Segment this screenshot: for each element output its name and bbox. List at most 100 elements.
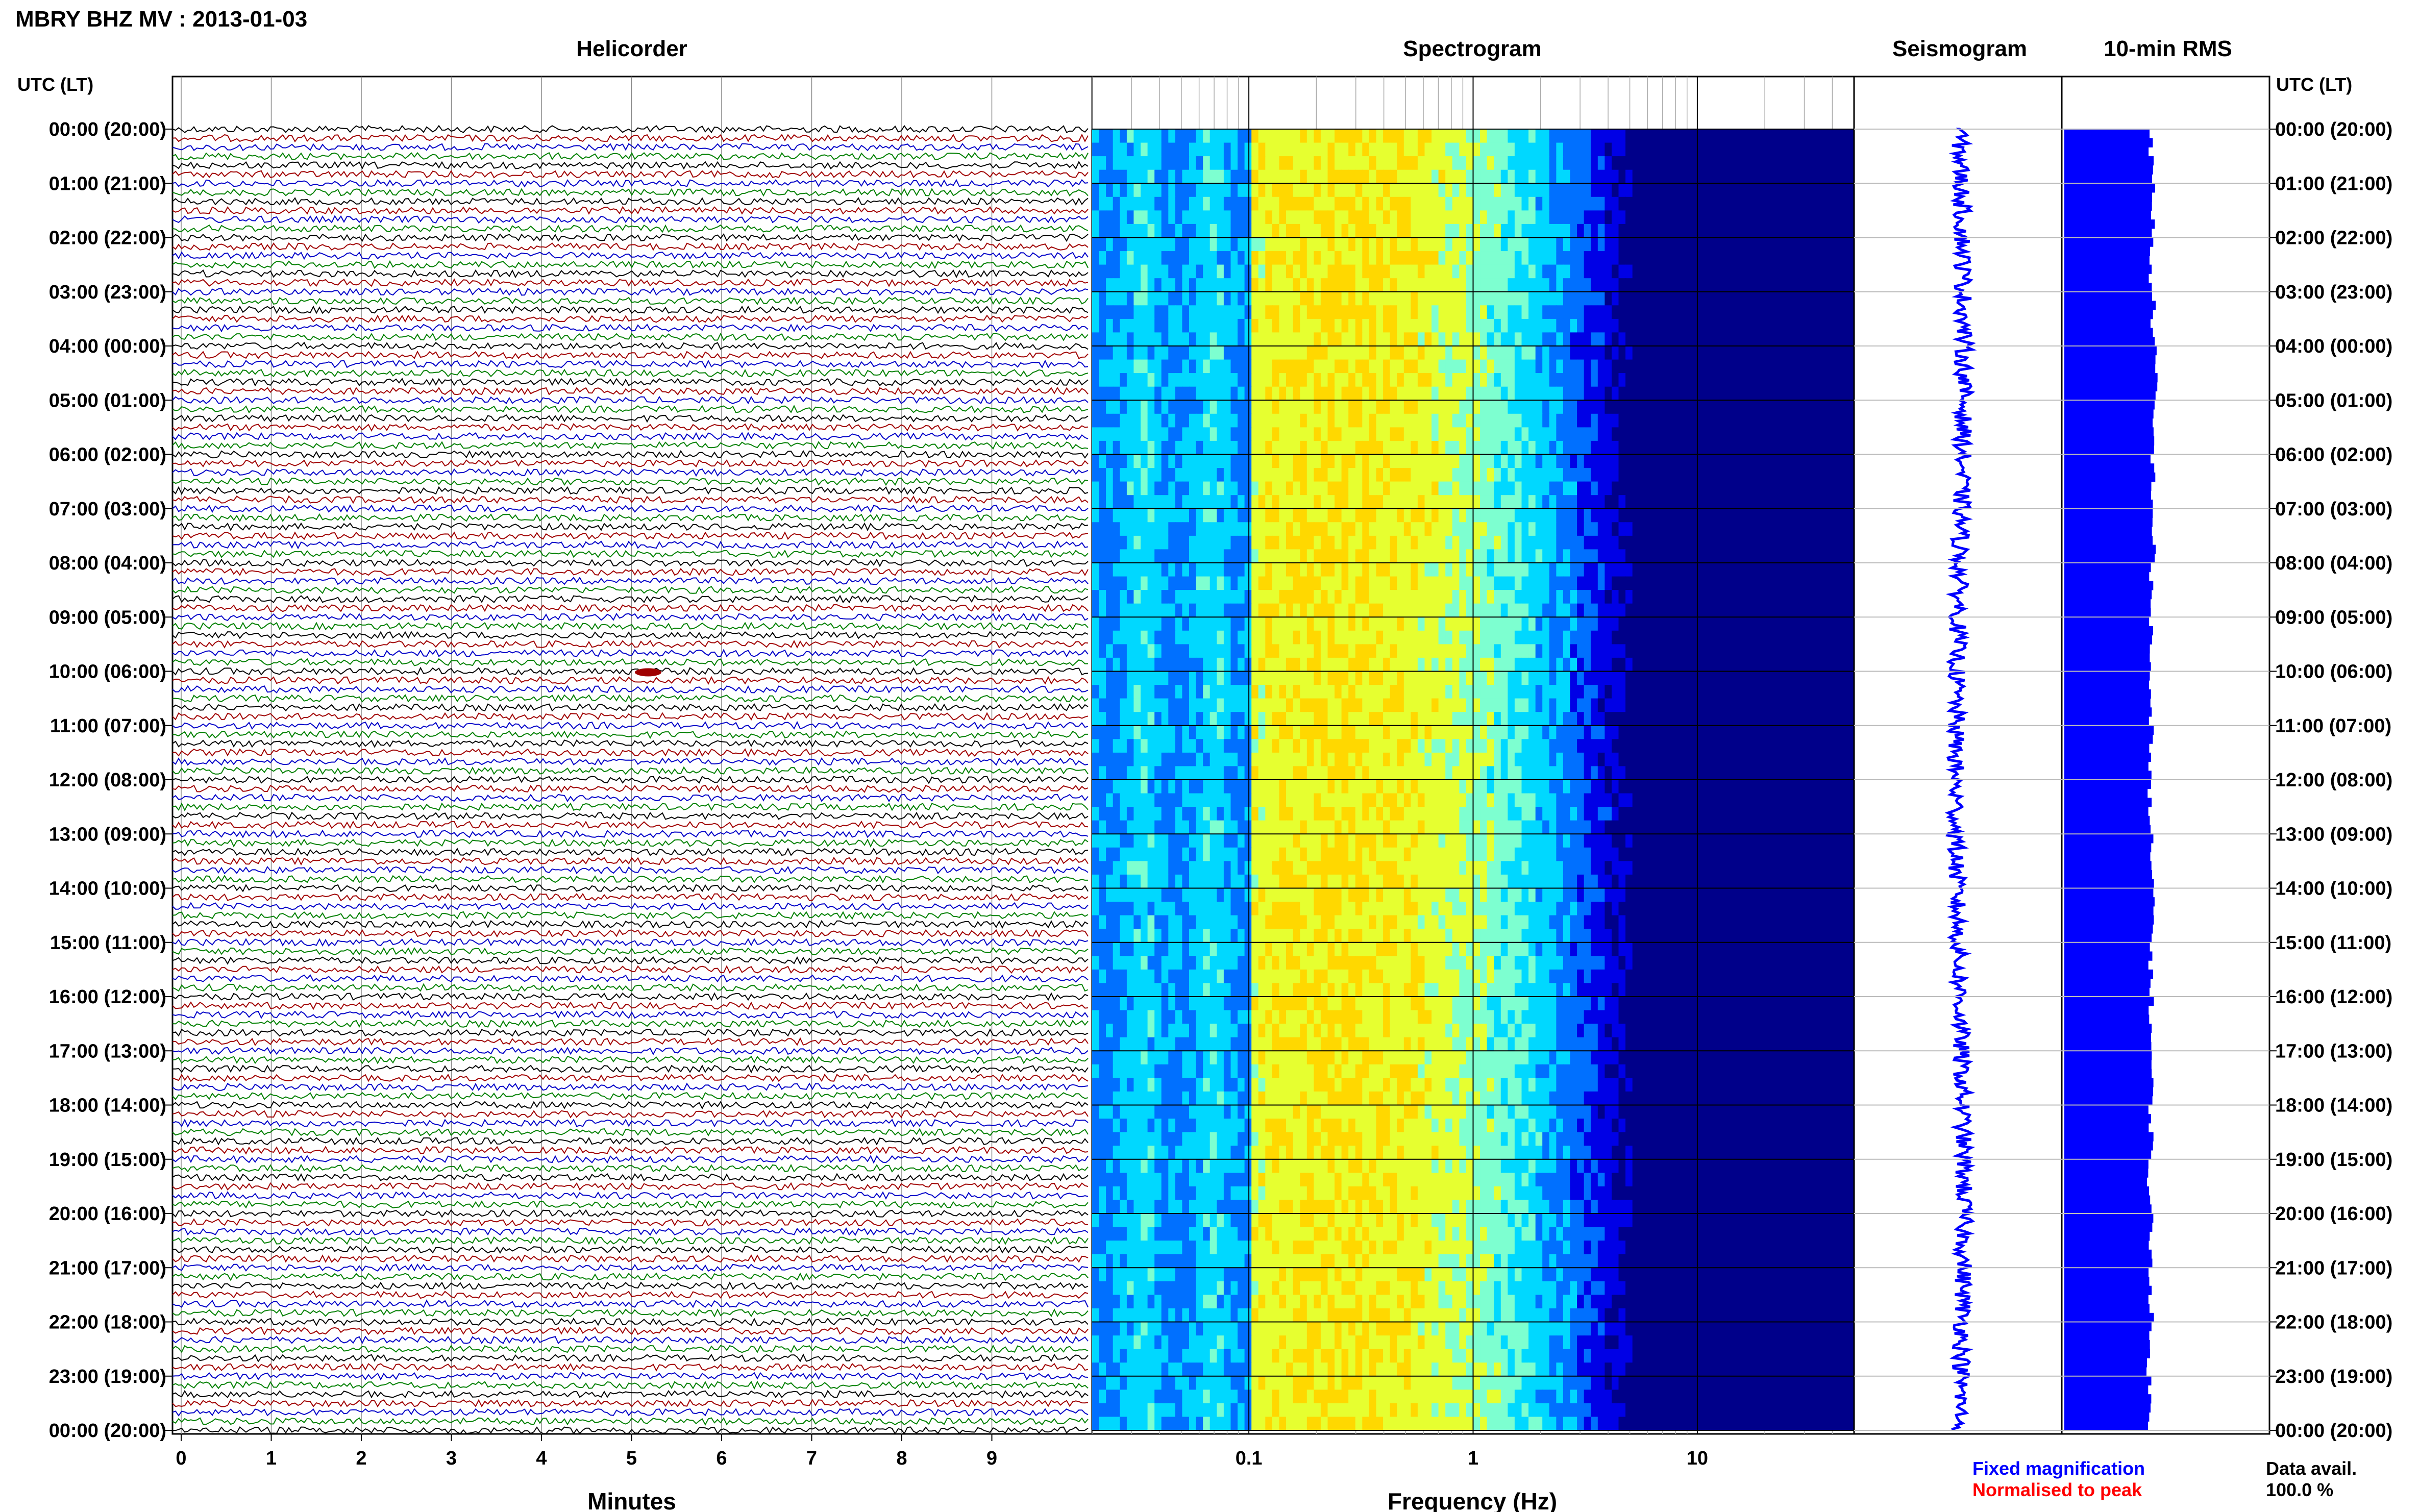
spectrogram-cell (1584, 386, 1592, 401)
spectrogram-cell (1729, 318, 1737, 333)
spectrogram-cell (1265, 440, 1273, 455)
spectrogram-cell (1327, 535, 1335, 550)
spectrogram-cell (1487, 169, 1494, 184)
helicorder-trace (172, 865, 1089, 875)
spectrogram-cell (1743, 440, 1751, 455)
spectrogram-cell (1480, 237, 1488, 252)
spectrogram-cell (1335, 522, 1342, 536)
spectrogram-cell (1168, 603, 1176, 617)
spectrogram-cell (1639, 495, 1647, 509)
helicorder-trace (172, 269, 1089, 279)
spectrogram-cell (1203, 617, 1211, 631)
spectrogram-cell (1417, 630, 1425, 645)
spectrogram-cell (1618, 400, 1626, 414)
spectrogram-cell (1729, 156, 1737, 170)
helicorder-trace (172, 1362, 1089, 1372)
spectrogram-cell (1535, 563, 1543, 577)
spectrogram-cell (1106, 576, 1114, 590)
spectrogram-cell (1625, 454, 1633, 468)
spectrogram-cell (1314, 508, 1321, 523)
spectrogram-cell (1445, 400, 1453, 414)
spectrogram-cell (1376, 278, 1384, 292)
spectrogram-cell (1473, 549, 1480, 563)
spectrogram-cell (1452, 549, 1460, 563)
spectrogram-cell (1500, 413, 1509, 428)
spectrogram-cell (1196, 169, 1203, 184)
spectrogram-cell (1279, 169, 1287, 184)
spectrogram-cell (1681, 508, 1689, 523)
spectrogram-cell (1819, 535, 1827, 550)
spectrogram-cell (1265, 576, 1273, 590)
spectrogram-cell (1466, 549, 1474, 563)
spectrogram-cell (1272, 264, 1280, 279)
spectrogram-cell (1431, 373, 1439, 387)
spectrogram-cell (1244, 563, 1252, 577)
spectrogram-cell (1500, 156, 1509, 170)
spectrogram-cell (1106, 169, 1114, 184)
spectrogram-cell (1757, 440, 1765, 455)
spectrogram-cell (1542, 630, 1550, 645)
spectrogram-cell (1826, 210, 1834, 225)
spectrogram-cell (1694, 413, 1702, 428)
spectrogram-cell (1715, 535, 1723, 550)
spectrogram-cell (1106, 481, 1114, 495)
spectrogram-cell (1542, 522, 1550, 536)
spectrogram-cell (1785, 698, 1792, 712)
spectrogram-cell (1154, 630, 1162, 645)
spectrogram-cell (1272, 712, 1280, 726)
spectrogram-cell (1189, 712, 1197, 726)
spectrogram-cell (1577, 251, 1585, 265)
spectrogram-cell (1688, 196, 1695, 211)
spectrogram-cell (1798, 617, 1806, 631)
spectrogram-cell (1688, 318, 1695, 333)
spectrogram-cell (1230, 671, 1238, 685)
spectrogram-cell (1362, 413, 1370, 428)
spectrogram-cell (1258, 657, 1266, 672)
spectrogram-cell (1639, 224, 1647, 238)
spectrogram-cell (1542, 440, 1550, 455)
spectrogram-cell (1417, 183, 1425, 197)
spectrogram-cell (1355, 644, 1363, 658)
spectrogram-cell (1258, 712, 1266, 726)
spectrogram-cell (1473, 440, 1480, 455)
spectrogram-cell (1688, 359, 1695, 374)
spectrogram-cell (1847, 468, 1855, 482)
spectrogram-cell (1383, 318, 1391, 333)
spectrogram-cell (1438, 576, 1446, 590)
spectrogram-cell (1791, 671, 1799, 685)
spectrogram-cell (1736, 278, 1744, 292)
spectrogram-cell (1466, 224, 1474, 238)
spectrogram-cell (1293, 169, 1300, 184)
spectrogram-cell (1383, 508, 1391, 523)
spectrogram-cell (1161, 563, 1169, 577)
spectrogram-cell (1445, 522, 1453, 536)
spectrogram-cell (1293, 251, 1300, 265)
spectrogram-cell (1674, 183, 1682, 197)
spectrogram-cell (1327, 617, 1335, 631)
spectrogram-cell (1106, 278, 1114, 292)
spectrogram-cell (1189, 590, 1197, 604)
spectrogram-cell (1335, 400, 1342, 414)
spectrogram-cell (1106, 590, 1114, 604)
spectrogram-cell (1092, 373, 1100, 387)
spectrogram-cell (1438, 196, 1446, 211)
spectrogram-cell (1729, 291, 1737, 306)
spectrogram-cell (1272, 237, 1280, 252)
spectrogram-cell (1314, 237, 1321, 252)
spectrogram-cell (1778, 278, 1786, 292)
spectrogram-cell (1147, 129, 1155, 143)
spectrogram-cell (1417, 617, 1425, 631)
spectrogram-cell (1189, 373, 1197, 387)
spectrogram-cell (1452, 386, 1460, 401)
spectrogram-cell (1736, 196, 1744, 211)
spectrogram-cell (1819, 237, 1827, 252)
spectrogram-cell (1771, 617, 1779, 631)
spectrogram-cell (1258, 386, 1266, 401)
spectrogram-cell (1500, 278, 1509, 292)
spectrogram-cell (1099, 427, 1106, 441)
spectrogram-cell (1535, 264, 1543, 279)
spectrogram-cell (1639, 481, 1647, 495)
spectrogram-cell (1161, 183, 1169, 197)
spectrogram-cell (1300, 156, 1307, 170)
spectrogram-cell (1314, 156, 1321, 170)
